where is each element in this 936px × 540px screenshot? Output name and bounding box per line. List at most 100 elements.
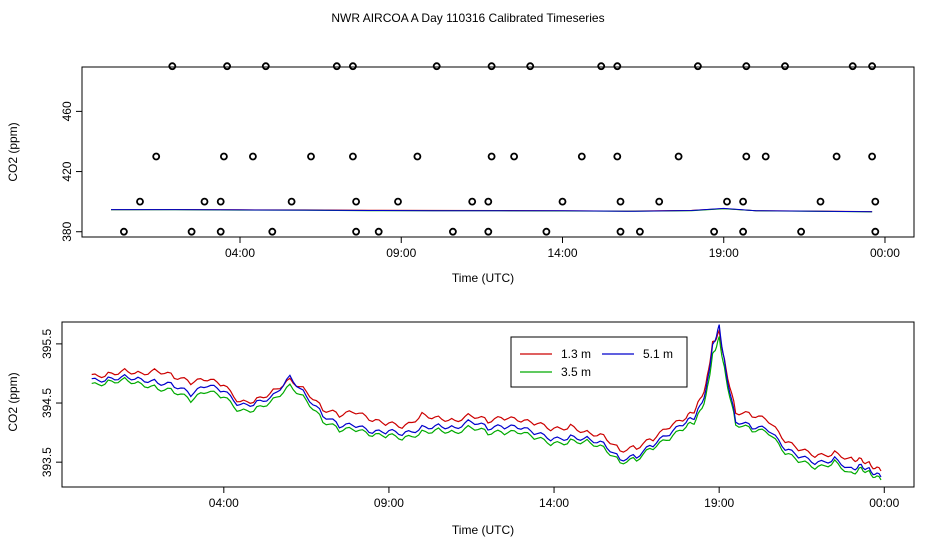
bottom-x-tick-label: 04:00 (209, 496, 239, 510)
top-marker-point (187, 227, 196, 236)
top-marker-point (394, 197, 402, 206)
legend-label-1-3m: 1.3 m (561, 347, 591, 361)
top-marker-point (432, 62, 441, 71)
top-marker-point (487, 62, 496, 71)
figure-title: NWR AIRCOA A Day 110316 Calibrated Times… (331, 11, 604, 25)
top-marker-point (219, 152, 228, 161)
top-marker-point (868, 62, 876, 71)
bottom-x-axis: 04:00 09:00 14:00 19:00 00:00 (209, 486, 900, 510)
top-marker-point (287, 197, 296, 206)
top-x-axis-label: Time (UTC) (452, 271, 514, 285)
bottom-series-lines (91, 324, 882, 481)
top-marker-point (868, 152, 876, 161)
top-marker-point (739, 197, 747, 206)
top-marker-point (761, 152, 770, 161)
top-y-tick-label: 380 (60, 221, 74, 241)
top-marker-point (613, 62, 622, 71)
top-marker-point (694, 62, 702, 71)
top-marker-point (832, 152, 841, 161)
top-marker-point (200, 197, 209, 206)
top-marker-point (616, 227, 625, 236)
top-marker-point (487, 152, 496, 161)
bottom-series-1-3-m (91, 328, 882, 472)
top-x-tick-label: 00:00 (870, 246, 900, 260)
bottom-x-axis-label: Time (UTC) (452, 523, 514, 537)
top-marker-point (374, 227, 383, 236)
top-marker-point (848, 62, 857, 71)
top-marker-point (597, 62, 606, 71)
legend-label-3-5m: 3.5 m (561, 365, 591, 379)
top-marker-point (816, 197, 825, 206)
bottom-x-tick-label: 14:00 (539, 496, 569, 510)
top-marker-point (542, 227, 551, 236)
bottom-y-axis-label: CO2 (ppm) (6, 372, 20, 431)
top-y-axis-label: CO2 (ppm) (6, 122, 20, 181)
top-marker-point (636, 227, 644, 236)
top-marker-point (216, 227, 225, 236)
top-marker-point (526, 62, 535, 71)
bottom-y-tick-label: 394.5 (40, 388, 54, 418)
top-marker-point (268, 227, 277, 236)
top-marker-point (216, 197, 225, 206)
top-y-axis: 380 420 460 (60, 101, 83, 242)
bottom-x-tick-label: 19:00 (704, 496, 734, 510)
top-marker-points (120, 62, 880, 236)
top-marker-point (348, 62, 357, 71)
top-marker-point (742, 62, 751, 71)
bottom-series-3-5-m (91, 336, 882, 481)
top-marker-point (797, 227, 805, 236)
top-marker-point (120, 227, 128, 236)
top-y-tick-label: 460 (60, 101, 74, 121)
top-marker-point (655, 197, 664, 206)
top-x-tick-label: 19:00 (709, 246, 739, 260)
top-marker-point (723, 197, 731, 206)
legend-label-5-1m: 5.1 m (643, 347, 673, 361)
top-marker-point (510, 152, 518, 161)
top-marker-point (871, 227, 880, 236)
top-marker-point (152, 152, 161, 161)
top-marker-point (710, 227, 718, 236)
top-marker-point (136, 197, 144, 206)
top-marker-point (448, 227, 457, 236)
top-marker-point (674, 152, 683, 161)
top-marker-point (484, 197, 493, 206)
top-marker-point (742, 152, 751, 161)
top-marker-point (871, 197, 880, 206)
bottom-y-tick-label: 395.5 (40, 329, 54, 359)
bottom-panel: 04:00 09:00 14:00 19:00 00:00 393.5 394.5 395.… (6, 321, 915, 537)
top-x-tick-label: 14:00 (547, 246, 577, 260)
bottom-y-tick-label: 393.5 (40, 447, 54, 477)
top-series-lines (110, 207, 873, 213)
top-marker-point (468, 197, 477, 206)
top-marker-point (484, 227, 493, 236)
top-marker-point (352, 197, 361, 206)
top-x-tick-label: 04:00 (225, 246, 255, 260)
top-marker-point (413, 152, 422, 161)
top-x-tick-label: 09:00 (386, 246, 416, 260)
top-marker-point (781, 62, 789, 71)
top-marker-point (332, 62, 341, 71)
top-marker-point (558, 197, 567, 206)
bottom-x-tick-label: 00:00 (869, 496, 899, 510)
top-marker-point (261, 62, 270, 71)
bottom-x-tick-label: 09:00 (374, 496, 404, 510)
top-x-axis: 04:00 09:00 14:00 19:00 00:00 (225, 236, 900, 260)
legend-box (510, 336, 688, 388)
top-marker-point (739, 227, 747, 236)
top-panel: 04:00 09:00 14:00 19:00 00:00 380 420 460 Time… (6, 62, 915, 285)
top-marker-point (616, 197, 625, 206)
top-y-tick-label: 420 (60, 161, 74, 181)
top-marker-point (223, 62, 232, 71)
top-marker-point (248, 152, 257, 161)
top-marker-point (307, 152, 315, 161)
top-marker-point (613, 152, 622, 161)
bottom-y-axis: 393.5 394.5 395.5 (40, 329, 63, 477)
top-marker-point (168, 62, 177, 71)
top-marker-point (352, 227, 361, 236)
legend: 1.3 m 5.1 m 3.5 m (510, 336, 688, 388)
top-series-5-1-m (111, 207, 873, 213)
bottom-series-5-1-m (91, 324, 882, 478)
top-marker-point (348, 152, 357, 161)
